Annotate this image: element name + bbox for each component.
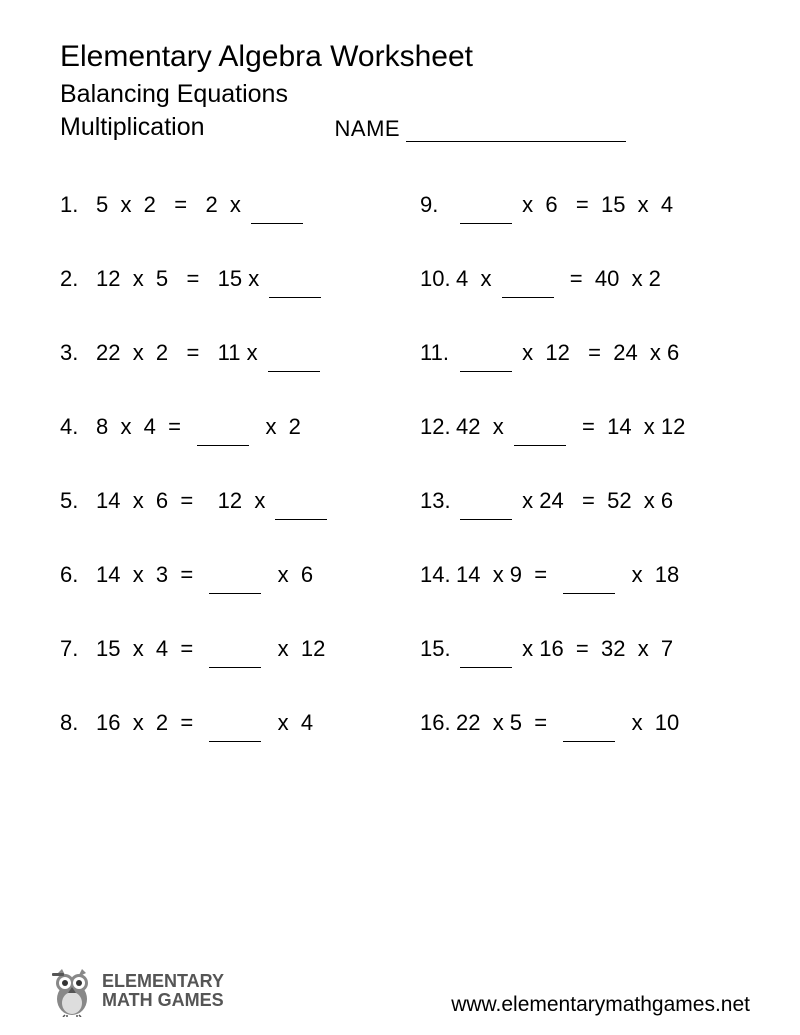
equation-text: 22 x 2 = 11 x	[96, 340, 264, 366]
problem-row: 14.14 x 9 = x 18	[420, 562, 750, 588]
problem-row: 1.5 x 2 = 2 x	[60, 192, 390, 218]
problem-number: 1.	[60, 192, 96, 218]
problem-number: 15.	[420, 636, 456, 662]
equation-text: x 6	[265, 562, 313, 588]
equation-text: x 6 = 15 x 4	[516, 192, 673, 218]
problem-number: 13.	[420, 488, 456, 514]
problem-row: 16.22 x 5 = x 10	[420, 710, 750, 736]
footer: ELEMENTARY MATH GAMES www.elementarymath…	[50, 965, 750, 1017]
problems-grid: 1.5 x 2 = 2 x 2.12 x 5 = 15 x 3.22 x 2 =…	[60, 192, 750, 784]
problem-row: 8.16 x 2 = x 4	[60, 710, 390, 736]
equation-text: 14 x 6 = 12 x	[96, 488, 271, 514]
answer-blank[interactable]	[268, 368, 320, 372]
problem-row: 6.14 x 3 = x 6	[60, 562, 390, 588]
equation-text: x 18	[619, 562, 679, 588]
problem-number: 12.	[420, 414, 456, 440]
equation-text: 14 x 9 =	[456, 562, 559, 588]
equation-text: 16 x 2 =	[96, 710, 205, 736]
equation-text: x 12	[265, 636, 325, 662]
answer-blank[interactable]	[209, 664, 261, 668]
equation-text: 14 x 3 =	[96, 562, 205, 588]
problems-column-left: 1.5 x 2 = 2 x 2.12 x 5 = 15 x 3.22 x 2 =…	[60, 192, 390, 784]
problem-number: 5.	[60, 488, 96, 514]
footer-url: www.elementarymathgames.net	[451, 993, 750, 1017]
logo-line-1: ELEMENTARY	[102, 972, 224, 991]
logo: ELEMENTARY MATH GAMES	[50, 965, 224, 1017]
owl-icon	[50, 965, 94, 1017]
answer-blank[interactable]	[563, 738, 615, 742]
answer-blank[interactable]	[197, 442, 249, 446]
answer-blank[interactable]	[209, 590, 261, 594]
answer-blank[interactable]	[460, 516, 512, 520]
answer-blank[interactable]	[275, 516, 327, 520]
problem-row: 4.8 x 4 = x 2	[60, 414, 390, 440]
equation-text: x 2	[253, 414, 301, 440]
answer-blank[interactable]	[460, 664, 512, 668]
equation-text: x 24 = 52 x 6	[516, 488, 673, 514]
logo-line-2: MATH GAMES	[102, 991, 224, 1010]
problem-number: 2.	[60, 266, 96, 292]
name-field: NAME	[335, 116, 627, 142]
problems-column-right: 9. x 6 = 15 x 4 10.4 x = 40 x 2 11. x 12 =…	[420, 192, 750, 784]
problem-row: 9. x 6 = 15 x 4	[420, 192, 750, 218]
answer-blank[interactable]	[502, 294, 554, 298]
answer-blank[interactable]	[563, 590, 615, 594]
problem-number: 4.	[60, 414, 96, 440]
equation-text: 5 x 2 = 2 x	[96, 192, 247, 218]
answer-blank[interactable]	[460, 220, 512, 224]
equation-text: 15 x 4 =	[96, 636, 205, 662]
worksheet-topic: Multiplication	[60, 113, 205, 142]
equation-text: 42 x	[456, 414, 510, 440]
equation-text: 22 x 5 =	[456, 710, 559, 736]
problem-row: 15. x 16 = 32 x 7	[420, 636, 750, 662]
equation-text: x 16 = 32 x 7	[516, 636, 673, 662]
answer-blank[interactable]	[514, 442, 566, 446]
name-input-line[interactable]	[406, 120, 626, 142]
problem-row: 13. x 24 = 52 x 6	[420, 488, 750, 514]
answer-blank[interactable]	[269, 294, 321, 298]
worksheet-title: Elementary Algebra Worksheet	[60, 40, 750, 74]
logo-text: ELEMENTARY MATH GAMES	[102, 972, 224, 1010]
problem-row: 2.12 x 5 = 15 x	[60, 266, 390, 292]
problem-row: 11. x 12 = 24 x 6	[420, 340, 750, 366]
equation-text: x 12 = 24 x 6	[516, 340, 679, 366]
problem-number: 10.	[420, 266, 456, 292]
problem-row: 7.15 x 4 = x 12	[60, 636, 390, 662]
problem-row: 12.42 x = 14 x 12	[420, 414, 750, 440]
problem-number: 7.	[60, 636, 96, 662]
equation-text: 4 x	[456, 266, 498, 292]
worksheet-subtitle: Balancing Equations	[60, 80, 750, 109]
equation-text: 8 x 4 =	[96, 414, 193, 440]
equation-text: = 40 x 2	[558, 266, 661, 292]
equation-text: 12 x 5 = 15 x	[96, 266, 265, 292]
answer-blank[interactable]	[460, 368, 512, 372]
problem-number: 8.	[60, 710, 96, 736]
answer-blank[interactable]	[251, 220, 303, 224]
problem-row: 3.22 x 2 = 11 x	[60, 340, 390, 366]
problem-number: 14.	[420, 562, 456, 588]
answer-blank[interactable]	[209, 738, 261, 742]
problem-row: 10.4 x = 40 x 2	[420, 266, 750, 292]
equation-text: x 4	[265, 710, 313, 736]
problem-number: 9.	[420, 192, 456, 218]
problem-row: 5.14 x 6 = 12 x	[60, 488, 390, 514]
name-label: NAME	[335, 116, 401, 142]
problem-number: 6.	[60, 562, 96, 588]
equation-text: x 10	[619, 710, 679, 736]
problem-number: 3.	[60, 340, 96, 366]
problem-number: 16.	[420, 710, 456, 736]
equation-text: = 14 x 12	[570, 414, 686, 440]
problem-number: 11.	[420, 340, 456, 366]
